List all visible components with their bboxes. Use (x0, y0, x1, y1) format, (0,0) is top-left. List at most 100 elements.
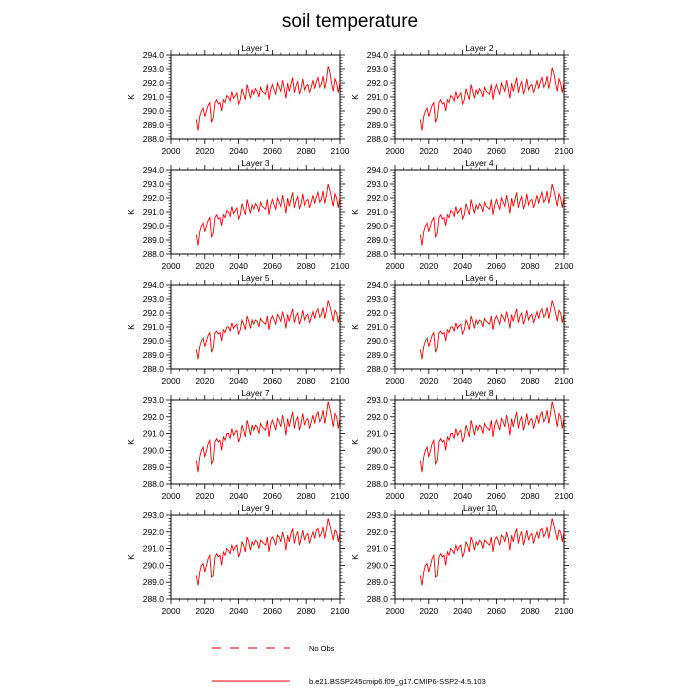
panel-5-ytick-label-6: 294.0 (143, 280, 165, 290)
panel-5-xtick-label-0: 2000 (162, 376, 181, 386)
panel-6-title: Layer 6 (465, 273, 494, 283)
panel-9-xtick-label-2: 2040 (229, 606, 248, 616)
panel-5-ylabel: K (126, 324, 136, 330)
panel-10-xtick-label-0: 2000 (386, 606, 405, 616)
panel-6-xtick-label-1: 2020 (419, 376, 438, 386)
panel-5-xtick-label-5: 2100 (331, 376, 350, 386)
panel-8-ytick-label-5: 293.0 (367, 395, 389, 405)
panel-5-ytick-label-4: 292.0 (143, 308, 165, 318)
panel-9-ylabel: K (126, 554, 136, 560)
panel-4-series-line-0 (419, 183, 565, 246)
panel-6-ytick-label-2: 290.0 (367, 336, 389, 346)
panel-5-ytick-label-1: 289.0 (143, 350, 165, 360)
panel-5-ytick-label-3: 291.0 (143, 322, 165, 332)
panel-1-ytick-label-1: 289.0 (143, 120, 165, 130)
panel-3-title: Layer 3 (241, 158, 270, 168)
panel-2-xtick-label-5: 2100 (555, 146, 574, 156)
panel-7-xtick-label-0: 2000 (162, 491, 181, 501)
panel-1-xtick-label-1: 2020 (195, 146, 214, 156)
panel-3-ytick-label-6: 294.0 (143, 165, 165, 175)
panel-8-xtick-label-3: 2060 (487, 491, 506, 501)
panel-8-ytick-label-4: 292.0 (367, 412, 389, 422)
panel-8-ytick-label-2: 290.0 (367, 445, 389, 455)
panel-4-ylabel: K (350, 209, 360, 215)
panel-5-title: Layer 5 (241, 273, 270, 283)
panel-8-frame (394, 399, 565, 485)
panel-9-ytick-label-0: 288.0 (143, 594, 165, 604)
panel-7-frame (170, 399, 341, 485)
panel-7-ytick-label-1: 289.0 (143, 462, 165, 472)
panel-3-ytick-label-1: 289.0 (143, 235, 165, 245)
panel-3-xtick-label-2: 2040 (229, 261, 248, 271)
panel-1-ytick-label-5: 293.0 (143, 64, 165, 74)
panel-10: Layer 10 2000 2020 2040 2060 2080 2100 288.0 289… (350, 503, 574, 616)
panel-6-xtick-label-2: 2040 (453, 376, 472, 386)
panel-3-ylabel: K (126, 209, 136, 215)
panel-9-ytick-label-1: 289.0 (143, 577, 165, 587)
panel-8-title: Layer 8 (465, 388, 494, 398)
panel-10-ylabel: K (350, 554, 360, 560)
panel-1-xtick-label-4: 2080 (297, 146, 316, 156)
panel-6-ytick-label-1: 289.0 (367, 350, 389, 360)
panel-1-ytick-label-2: 290.0 (143, 106, 165, 116)
panel-7-ytick-label-5: 293.0 (143, 395, 165, 405)
legend: No Obs b.e21.BSSP245cmip6.f09_g17.CMIP6-… (212, 644, 486, 686)
panel-6-frame (394, 284, 565, 370)
panel-6-ylabel: K (350, 324, 360, 330)
panel-3-series-line-0 (195, 183, 341, 246)
panel-2-ytick-label-4: 292.0 (367, 78, 389, 88)
panel-8-ytick-label-0: 288.0 (367, 479, 389, 489)
panel-10-ytick-label-3: 291.0 (367, 544, 389, 554)
panel-5-xtick-label-2: 2040 (229, 376, 248, 386)
panel-4-ytick-label-3: 291.0 (367, 207, 389, 217)
panel-3-xtick-label-4: 2080 (297, 261, 316, 271)
panel-6-xtick-label-0: 2000 (386, 376, 405, 386)
panel-1-xtick-label-0: 2000 (162, 146, 181, 156)
panel-1-ylabel: K (126, 94, 136, 100)
panel-3-xtick-label-3: 2060 (263, 261, 282, 271)
panel-2-xtick-label-3: 2060 (487, 146, 506, 156)
panel-5-ytick-label-5: 293.0 (143, 294, 165, 304)
panel-5-series-line-0 (195, 300, 341, 360)
panel-9-title: Layer 9 (241, 503, 270, 513)
panel-3-ytick-label-5: 293.0 (143, 179, 165, 189)
panel-8-xtick-label-2: 2040 (453, 491, 472, 501)
panel-4-xtick-label-0: 2000 (386, 261, 405, 271)
panel-9: Layer 9 2000 2020 2040 2060 2080 2100 288.0 289.… (126, 503, 350, 616)
panel-5-frame (170, 284, 341, 370)
panel-7-xtick-label-2: 2040 (229, 491, 248, 501)
panel-2-xtick-label-4: 2080 (521, 146, 540, 156)
panel-7-ytick-label-3: 291.0 (143, 429, 165, 439)
panel-9-ytick-label-5: 293.0 (143, 510, 165, 520)
panel-2-ytick-label-3: 291.0 (367, 92, 389, 102)
panel-10-ytick-label-4: 292.0 (367, 527, 389, 537)
panel-4-ytick-label-2: 290.0 (367, 221, 389, 231)
panel-10-xtick-label-3: 2060 (487, 606, 506, 616)
panel-6-xtick-label-4: 2080 (521, 376, 540, 386)
panel-10-ytick-label-1: 289.0 (367, 577, 389, 587)
panel-1-xtick-label-5: 2100 (331, 146, 350, 156)
panel-3-xtick-label-5: 2100 (331, 261, 350, 271)
panel-10-title: Layer 10 (463, 503, 496, 513)
panel-8-xtick-label-0: 2000 (386, 491, 405, 501)
panel-7-ytick-label-4: 292.0 (143, 412, 165, 422)
panel-10-xtick-label-5: 2100 (555, 606, 574, 616)
panel-1-frame (170, 54, 341, 140)
panel-5-xtick-label-4: 2080 (297, 376, 316, 386)
panel-7-ylabel: K (126, 439, 136, 445)
panel-4-xtick-label-1: 2020 (419, 261, 438, 271)
panel-1-title: Layer 1 (241, 43, 270, 53)
panel-2-xtick-label-0: 2000 (386, 146, 405, 156)
panel-5-ytick-label-0: 288.0 (143, 364, 165, 374)
panel-10-series-line-0 (419, 518, 565, 586)
panel-1: Layer 1 2000 2020 2040 2060 2080 2100 288.0 289.… (126, 43, 350, 156)
panel-2-ytick-label-1: 289.0 (367, 120, 389, 130)
panel-6-xtick-label-3: 2060 (487, 376, 506, 386)
panel-9-xtick-label-0: 2000 (162, 606, 181, 616)
panel-3-ytick-label-2: 290.0 (143, 221, 165, 231)
panel-4: Layer 4 2000 2020 2040 2060 2080 2100 288.0 289.… (350, 158, 574, 271)
panel-9-series-line-0 (195, 518, 341, 586)
legend-label-model: b.e21.BSSP245cmip6.f09_g17.CMIP6-SSP2-4.… (309, 677, 486, 686)
panel-8-ytick-label-1: 289.0 (367, 462, 389, 472)
panel-4-frame (394, 169, 565, 255)
